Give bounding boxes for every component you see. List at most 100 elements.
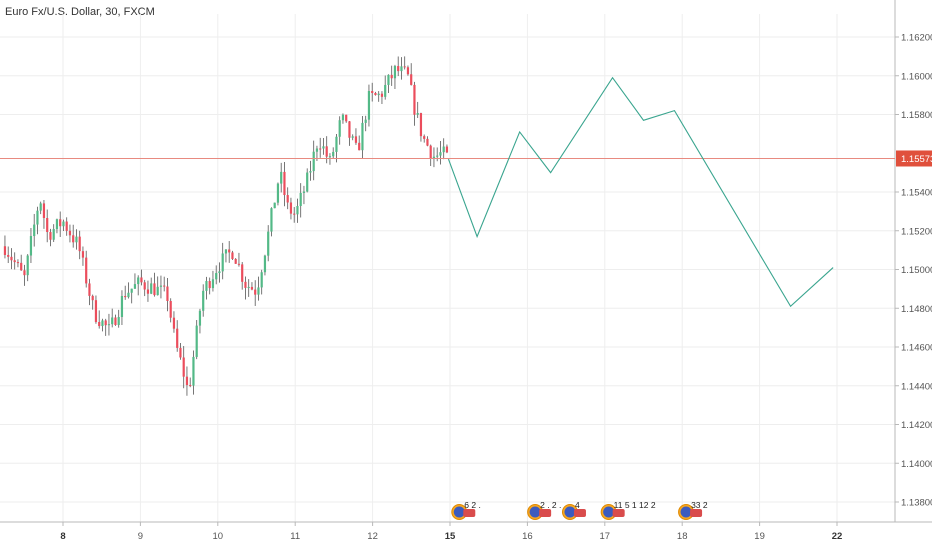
candle-body — [85, 257, 88, 284]
candle-body — [319, 148, 322, 150]
candle-body — [39, 203, 42, 211]
candle-body — [94, 300, 98, 322]
us-flag-icon — [573, 509, 586, 517]
candle-body — [332, 151, 335, 157]
candle-body — [384, 84, 387, 97]
candle-body — [413, 84, 416, 115]
candle-body — [16, 262, 20, 264]
event-marker[interactable]: 6 2 . — [451, 500, 481, 520]
candle-body — [52, 229, 55, 240]
candle-body — [361, 122, 364, 151]
y-tick-label: 1.13800 — [901, 498, 932, 509]
candle-body — [33, 224, 36, 237]
candle-body — [309, 171, 312, 173]
candle-body — [280, 171, 283, 184]
candle-body — [111, 317, 114, 325]
candle-body — [231, 252, 234, 260]
x-tick-label: 18 — [677, 531, 688, 542]
candle-body — [442, 146, 445, 153]
candle-body — [380, 93, 384, 97]
candle-body — [10, 256, 13, 261]
x-tick-label: 22 — [832, 531, 843, 542]
candle-body — [341, 114, 345, 121]
candle-body — [130, 288, 133, 293]
candle-body — [257, 287, 260, 295]
candle-body — [325, 146, 328, 157]
forecast-line[interactable] — [447, 76, 834, 308]
candle-body — [241, 264, 244, 282]
candle-body — [13, 260, 16, 263]
event-markers[interactable]: 6 2 . 2 . 2 . 4 11 5 1 12 2 33 2 — [451, 500, 708, 520]
event-label: 2 . 2 . — [540, 500, 561, 510]
y-tick-label: 1.15200 — [901, 226, 932, 237]
candle-body — [237, 263, 241, 265]
eu-flag-icon — [680, 506, 692, 518]
candle-body — [211, 279, 215, 289]
event-label: 33 2 — [691, 500, 708, 510]
x-axis[interactable]: 8 9 10 11 12 15 16 17 18 19 22 — [0, 521, 932, 542]
candle-body — [23, 270, 26, 276]
y-tick-label: 1.14200 — [901, 420, 932, 431]
candle-body — [205, 281, 208, 291]
event-marker[interactable]: 33 2 — [678, 500, 708, 520]
candle-body — [153, 283, 156, 296]
event-marker[interactable]: 11 5 1 12 2 — [600, 500, 656, 520]
candle-body — [390, 74, 393, 79]
candle-body — [146, 289, 150, 294]
candle-body — [137, 277, 140, 285]
candle-body — [88, 283, 91, 296]
price-tag-label: 1.15573 — [901, 154, 932, 165]
candle-body — [273, 202, 276, 209]
event-marker[interactable]: 4 — [561, 500, 586, 520]
candle-body — [176, 328, 179, 348]
candle-body — [29, 236, 33, 256]
candle-body — [156, 286, 159, 296]
candle-body — [195, 325, 198, 357]
candle-body — [419, 113, 423, 137]
candle-body — [426, 138, 429, 146]
candle-body — [104, 320, 107, 326]
candle-body — [351, 136, 354, 138]
candle-body — [302, 191, 306, 193]
candle-body — [117, 317, 120, 325]
candle-body — [166, 286, 169, 301]
candle-body — [306, 172, 309, 192]
candle-body — [215, 273, 218, 280]
candle-body — [98, 321, 101, 327]
grid — [0, 14, 895, 522]
candle-body — [7, 254, 10, 257]
candle-body — [338, 120, 341, 137]
y-axis[interactable]: 1.16200 1.16000 1.15800 1.15400 1.15200 1.150… — [894, 0, 932, 522]
event-marker[interactable]: 2 . 2 . — [527, 500, 562, 520]
candle-body — [322, 146, 325, 149]
candle-body — [267, 231, 270, 256]
candle-body — [55, 219, 59, 230]
candle-body — [358, 142, 361, 151]
candle-body — [185, 376, 189, 386]
candle-body — [46, 217, 49, 233]
y-tick-label: 1.14800 — [901, 304, 932, 315]
candle-body — [124, 295, 127, 298]
candle-body — [436, 155, 439, 157]
candle-body — [78, 236, 81, 252]
candle-body — [263, 255, 267, 273]
eu-flag-icon — [564, 506, 576, 518]
candle-body — [221, 253, 224, 272]
x-tick-label: 11 — [290, 531, 300, 542]
candle-body — [432, 156, 436, 159]
candle-body — [367, 90, 371, 120]
candlesticks — [3, 56, 449, 396]
candle-body — [228, 249, 231, 253]
x-tick-label: 17 — [600, 531, 611, 542]
candle-body — [172, 317, 176, 329]
candle-body — [49, 232, 52, 240]
candle-body — [189, 385, 192, 387]
y-tick-label: 1.15000 — [901, 265, 932, 276]
candle-body — [143, 282, 146, 290]
current-price-tag: 1.15573 — [896, 150, 932, 167]
candle-body — [150, 283, 153, 294]
candle-body — [234, 259, 237, 264]
x-tick-label: 19 — [754, 531, 765, 542]
